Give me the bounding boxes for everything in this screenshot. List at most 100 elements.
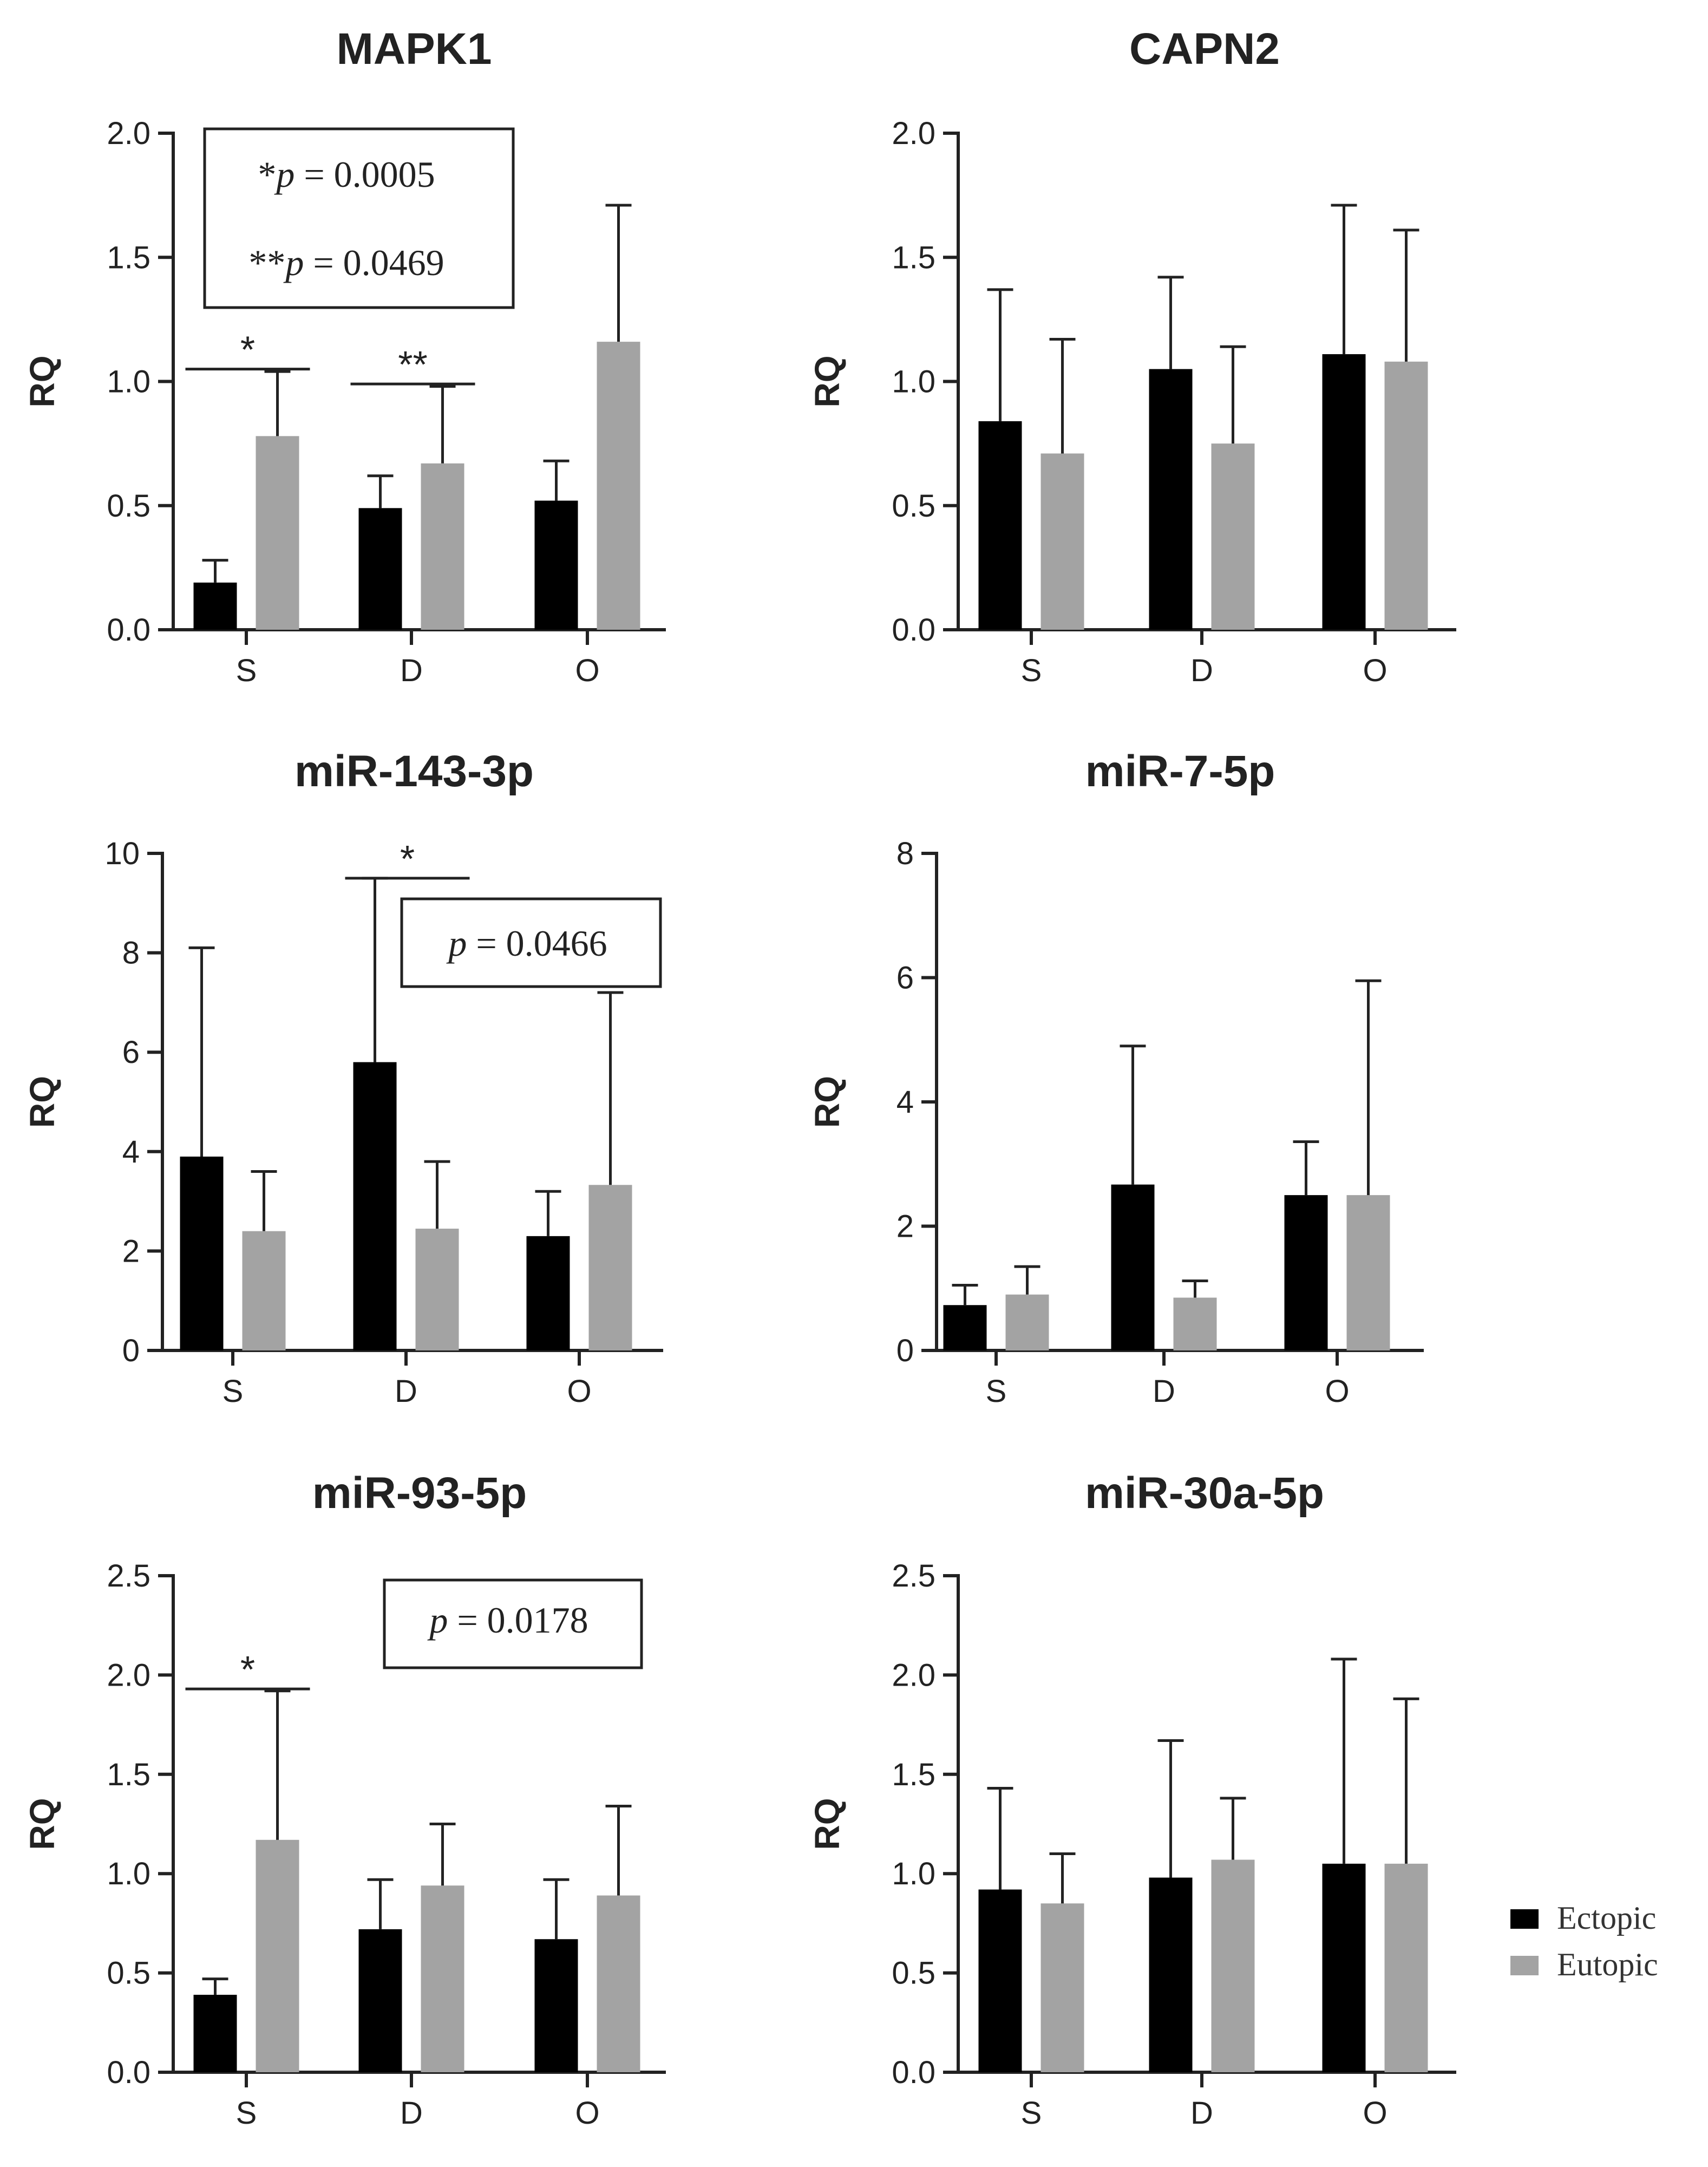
p-value-text: p = 0.0466	[446, 923, 607, 964]
bar-ectopic-d	[358, 508, 402, 630]
x-tick-label-o: O	[575, 653, 599, 688]
bar-ectopic-s	[978, 1889, 1022, 2072]
p-value-var: p	[274, 154, 295, 195]
p-value-var: p	[446, 923, 467, 964]
bar-ectopic-o	[534, 1939, 578, 2072]
x-tick-label-d: D	[400, 653, 423, 688]
y-tick-label: 2.5	[107, 1558, 150, 1594]
legend: Ectopic Eutopic	[1510, 1900, 1658, 1982]
bar-ectopic-s	[180, 1156, 224, 1350]
p-value-number: = 0.0178	[448, 1600, 588, 1641]
bar-eutopic-o	[588, 1185, 632, 1350]
x-tick-label-o: O	[1325, 1374, 1349, 1409]
y-tick-label: 4	[122, 1134, 140, 1170]
y-tick-label: 1.5	[107, 240, 150, 275]
x-tick-label-d: D	[1190, 2096, 1213, 2131]
p-value-text: p = 0.0178	[427, 1600, 588, 1641]
bar-eutopic-o	[1346, 1195, 1390, 1350]
significance-marker-s: *	[240, 1648, 255, 1690]
x-tick-label-d: D	[400, 2096, 423, 2131]
significance-marker-s: *	[240, 329, 255, 371]
bar-eutopic-o	[1384, 1863, 1428, 2072]
bar-eutopic-s	[256, 1839, 299, 2072]
legend-label-eutopic: Eutopic	[1557, 1947, 1658, 1982]
y-tick-label: 0.5	[892, 488, 935, 524]
bar-ectopic-d	[358, 1929, 402, 2072]
y-axis-label: RQ	[808, 356, 847, 408]
y-tick-label: 2.0	[892, 116, 935, 151]
y-axis-label: RQ	[23, 1076, 62, 1128]
p-value-prefix: **	[248, 242, 285, 283]
p-value-text: **p = 0.0469	[248, 242, 444, 283]
chart-title: miR-143-3p	[295, 747, 534, 796]
y-tick-label: 4	[896, 1085, 914, 1120]
y-tick-label: 0.5	[892, 1956, 935, 1991]
x-tick-label-o: O	[567, 1374, 591, 1409]
y-tick-label: 1.5	[107, 1757, 150, 1792]
y-tick-label: 2.5	[892, 1558, 935, 1594]
y-tick-label: 0	[896, 1333, 914, 1368]
y-tick-label: 8	[896, 836, 914, 871]
x-tick-label-s: S	[1021, 2096, 1042, 2131]
y-tick-label: 2	[122, 1233, 140, 1269]
y-tick-label: 2.0	[892, 1657, 935, 1693]
y-tick-label: 1.5	[892, 1757, 935, 1792]
p-value-box	[203, 127, 515, 309]
bar-eutopic-o	[597, 342, 640, 630]
bar-eutopic-d	[1211, 1859, 1255, 2072]
bar-ectopic-o	[1322, 354, 1366, 630]
significance-marker-d: *	[400, 838, 415, 880]
significance-marker-d: **	[398, 343, 427, 386]
y-axis-label: RQ	[23, 356, 62, 408]
p-value-box	[383, 1578, 643, 1669]
y-tick-label: 0.5	[107, 1956, 150, 1991]
bar-ectopic-o	[1322, 1863, 1366, 2072]
bar-eutopic-d	[421, 463, 464, 630]
chart-title: miR-7-5p	[1085, 747, 1275, 796]
y-tick-label: 1.0	[892, 1856, 935, 1891]
x-tick-label-d: D	[1190, 653, 1213, 688]
bar-ectopic-o	[1284, 1195, 1328, 1350]
p-value-var: p	[427, 1600, 448, 1641]
chart-title: miR-30a-5p	[1085, 1468, 1324, 1518]
y-tick-label: 1.0	[892, 364, 935, 400]
y-tick-label: 1.0	[107, 1856, 150, 1891]
y-axis-label: RQ	[808, 1076, 847, 1128]
bar-ectopic-d	[1149, 369, 1193, 630]
y-axis-label: RQ	[23, 1798, 62, 1850]
x-tick-label-s: S	[1021, 653, 1042, 688]
chart-panel-capn2: CAPN2 RQ 0.0 0.5 1.0 1.5 2.0 S D O	[808, 24, 1456, 688]
y-axis-label: RQ	[808, 1798, 847, 1850]
bar-eutopic-s	[242, 1231, 286, 1350]
chart-panel-mir-7-5p: miR-7-5p RQ 0 2 4 6 8 S D O	[808, 747, 1424, 1409]
chart-panel-mir-143-3p: miR-143-3p RQ 0 2 4 6 8 10 S D O * p = 0.0466	[23, 747, 663, 1409]
bar-ectopic-o	[534, 500, 578, 630]
p-value-number: = 0.0466	[467, 923, 607, 964]
chart-title: CAPN2	[1129, 24, 1280, 74]
x-tick-label-o: O	[1363, 653, 1387, 688]
x-tick-label-s: S	[986, 1374, 1007, 1409]
p-value-text: *p = 0.0005	[258, 154, 435, 195]
y-tick-label: 2.0	[107, 1657, 150, 1693]
bar-ectopic-d	[1149, 1877, 1193, 2072]
x-tick-label-d: D	[395, 1374, 417, 1409]
bar-eutopic-s	[1040, 1903, 1084, 2072]
y-tick-label: 0.0	[107, 612, 150, 648]
bar-eutopic-o	[1384, 361, 1428, 630]
chart-panel-mir-93-5p: miR-93-5p RQ 0.0 0.5 1.0 1.5 2.0 2.5 S D O * p = 0.0…	[23, 1468, 666, 2131]
bar-eutopic-s	[256, 436, 299, 630]
y-tick-label: 0.0	[107, 2055, 150, 2090]
y-tick-label: 2.0	[107, 116, 150, 151]
legend-label-ectopic: Ectopic	[1557, 1900, 1656, 1936]
legend-swatch-eutopic	[1510, 1956, 1539, 1975]
p-value-box	[400, 897, 662, 988]
bar-ectopic-s	[193, 1994, 237, 2072]
bar-ectopic-d	[353, 1062, 397, 1350]
bar-ectopic-d	[1111, 1184, 1155, 1350]
p-value-prefix: *	[258, 154, 276, 195]
bar-eutopic-s	[1040, 453, 1084, 630]
p-value-number: = 0.0005	[295, 154, 435, 195]
p-value-number: = 0.0469	[304, 242, 444, 283]
x-tick-label-d: D	[1153, 1374, 1175, 1409]
